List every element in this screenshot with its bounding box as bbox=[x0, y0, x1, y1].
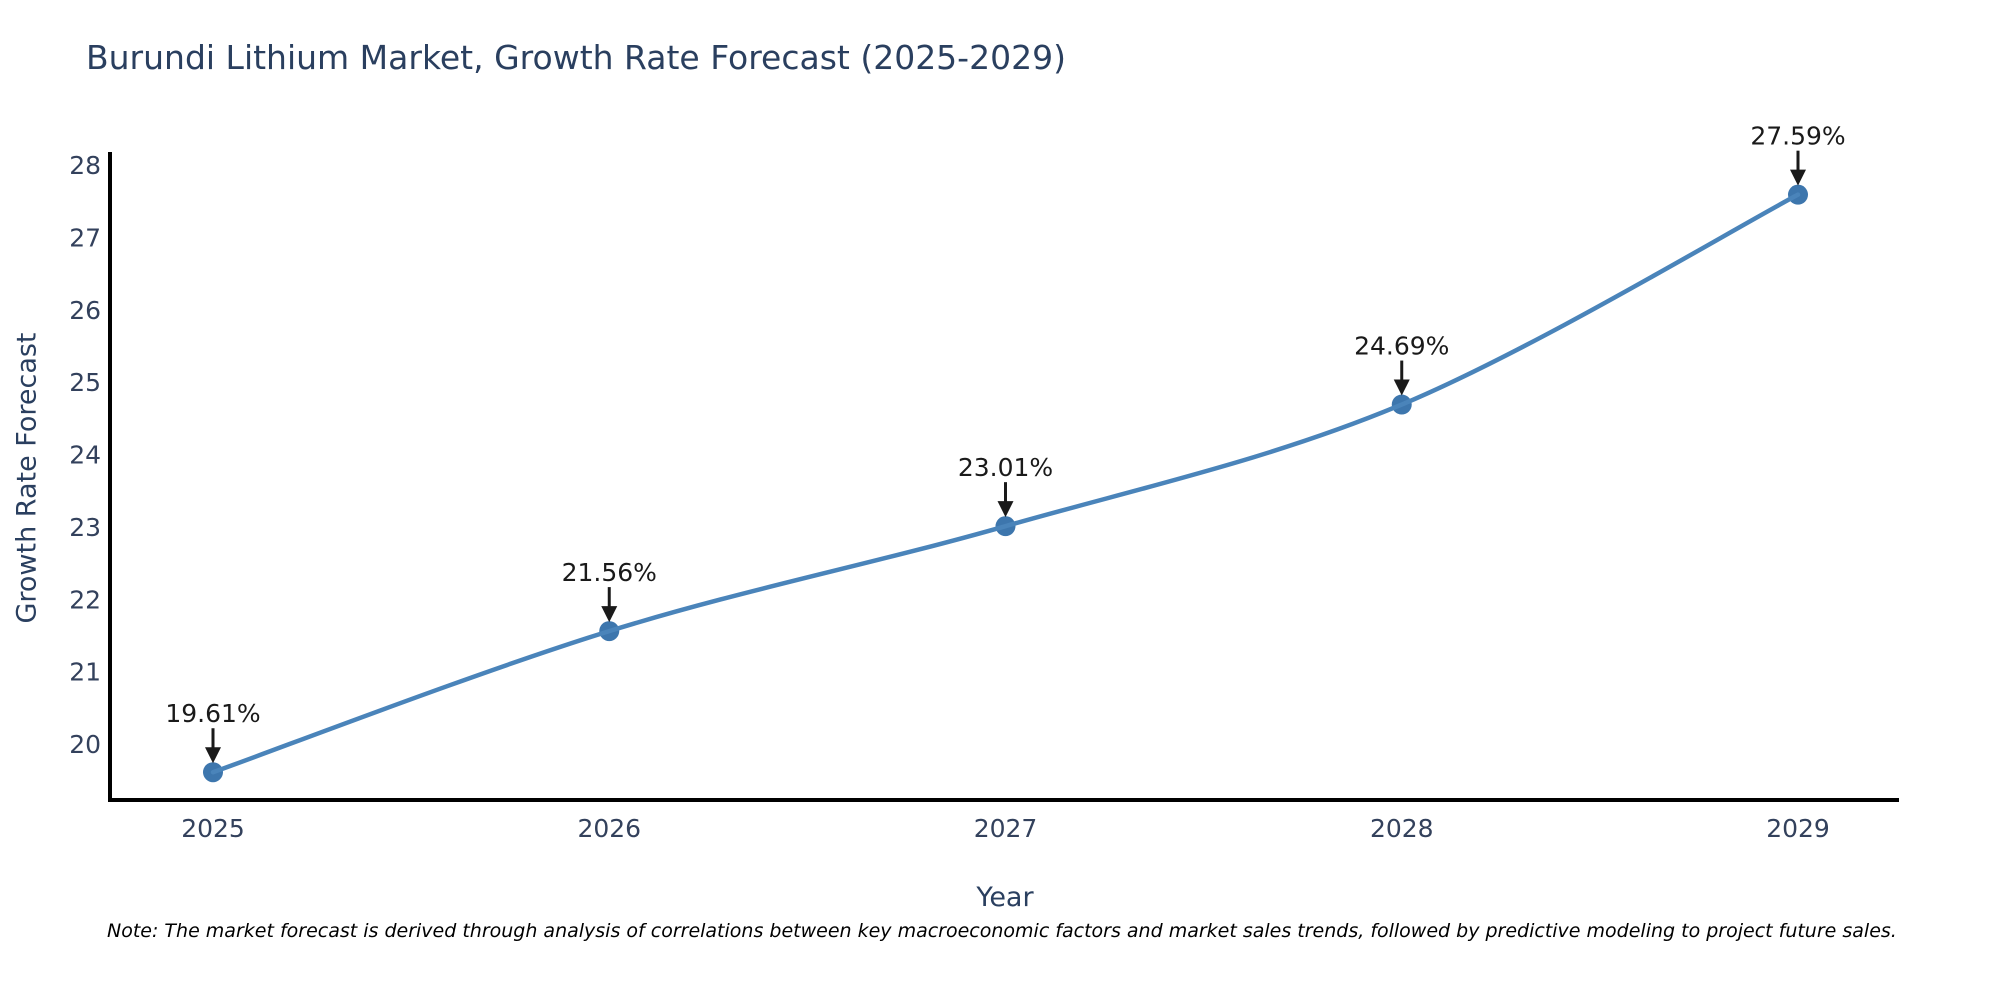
data-point-value-label: 21.56% bbox=[562, 558, 657, 587]
x-tick-label: 2026 bbox=[577, 814, 641, 843]
chart-title: Burundi Lithium Market, Growth Rate Fore… bbox=[86, 38, 1066, 77]
y-tick-label: 23 bbox=[69, 513, 101, 542]
x-axis-title: Year bbox=[976, 882, 1034, 913]
data-point-value-label: 27.59% bbox=[1750, 122, 1845, 151]
y-tick-label: 20 bbox=[69, 730, 101, 759]
data-point-value-label: 19.61% bbox=[165, 699, 260, 728]
y-tick-label: 22 bbox=[69, 585, 101, 614]
x-tick-label: 2028 bbox=[1370, 814, 1434, 843]
x-tick-label: 2027 bbox=[974, 814, 1038, 843]
x-tick-label: 2025 bbox=[181, 814, 245, 843]
annotation-arrow-head bbox=[997, 501, 1014, 518]
y-tick-label: 24 bbox=[69, 441, 101, 470]
x-tick-label: 2029 bbox=[1766, 814, 1830, 843]
annotation-arrow-head bbox=[205, 747, 221, 764]
annotation-arrow-head bbox=[601, 606, 618, 623]
data-point-value-label: 23.01% bbox=[958, 453, 1053, 482]
y-tick-label: 25 bbox=[69, 368, 101, 397]
data-point-value-label: 24.69% bbox=[1354, 332, 1449, 361]
annotation-arrow-head bbox=[1790, 169, 1806, 186]
y-tick-label: 21 bbox=[69, 658, 101, 687]
y-tick-label: 27 bbox=[69, 223, 101, 252]
footnote: Note: The market forecast is derived thr… bbox=[107, 920, 1897, 942]
annotation-arrow-head bbox=[1393, 379, 1410, 396]
y-tick-label: 28 bbox=[69, 151, 101, 180]
y-tick-label: 26 bbox=[69, 296, 101, 325]
trend-line bbox=[210, 192, 1801, 775]
